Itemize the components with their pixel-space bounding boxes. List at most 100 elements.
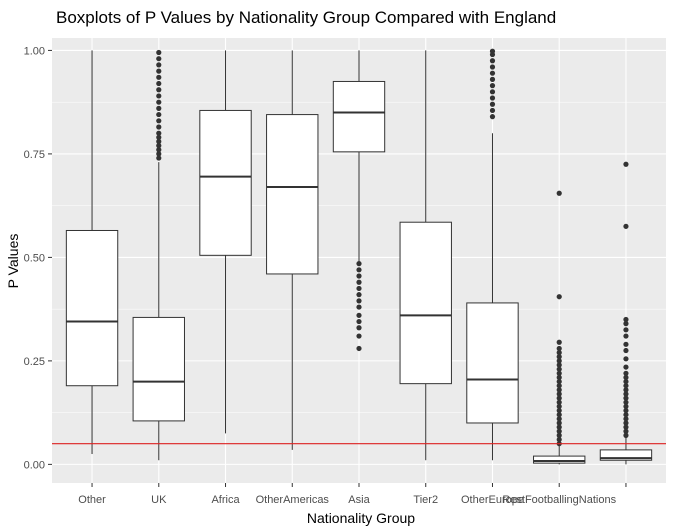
outlier-point xyxy=(556,345,562,352)
outlier-point xyxy=(623,383,629,389)
outlier-point xyxy=(556,378,562,385)
x-axis: Other UK Africa OtherAmericas Asia Tier2 Other… xyxy=(78,483,627,506)
outlier-point xyxy=(156,87,162,93)
outlier-point xyxy=(556,370,562,376)
box-iqr xyxy=(399,221,452,385)
y-tick-label: 0.75 xyxy=(24,149,45,161)
outlier-point xyxy=(556,366,562,372)
outlier-point xyxy=(556,362,562,368)
outlier-point xyxy=(156,93,162,99)
chart-title: Boxplots of P Values by Nationality Grou… xyxy=(56,8,556,27)
box-iqr xyxy=(599,449,653,461)
outlier-point xyxy=(556,403,562,410)
box-9 xyxy=(599,161,653,465)
outlier-point xyxy=(156,143,162,149)
outlier-point xyxy=(556,436,562,443)
x-tick-label: Other xyxy=(78,494,106,506)
outlier-point xyxy=(156,151,162,157)
outlier-point xyxy=(556,412,562,418)
y-tick-label: 0.00 xyxy=(24,459,45,471)
outlier-point xyxy=(356,261,362,267)
y-tick-label: 1.00 xyxy=(24,45,45,57)
outlier-point xyxy=(556,387,562,393)
box-iqr xyxy=(199,109,252,256)
x-tick-label: OtherEurope xyxy=(461,494,524,506)
box-1 xyxy=(65,50,119,455)
outlier-point xyxy=(156,74,162,80)
outlier-point xyxy=(556,350,562,356)
x-tick-label: Asia xyxy=(348,494,370,506)
outlier-point xyxy=(623,420,629,426)
x-tick-label: Africa xyxy=(211,494,240,506)
outlier-point xyxy=(556,358,562,364)
outlier-point xyxy=(156,80,162,87)
outlier-point xyxy=(556,339,562,345)
outlier-point xyxy=(623,364,629,370)
outlier-point xyxy=(356,325,362,331)
outlier-point xyxy=(556,407,562,414)
outlier-point xyxy=(623,387,629,393)
outlier-point xyxy=(156,147,162,153)
outlier-point xyxy=(156,68,162,74)
outlier-point xyxy=(156,155,162,161)
outlier-point xyxy=(556,424,562,430)
outlier-point xyxy=(489,70,496,76)
outlier-point xyxy=(623,327,629,333)
outlier-point xyxy=(156,62,162,68)
box-iqr xyxy=(466,302,519,424)
outlier-point xyxy=(356,333,362,339)
outlier-point xyxy=(623,395,629,401)
outlier-point xyxy=(623,391,629,397)
box-7 xyxy=(466,48,519,461)
outlier-point xyxy=(489,89,496,95)
box-iqr xyxy=(332,80,386,153)
outlier-point xyxy=(489,58,496,64)
outlier-point xyxy=(623,399,629,405)
outlier-point xyxy=(623,374,629,381)
outlier-point xyxy=(356,304,362,310)
outlier-point xyxy=(556,399,562,405)
box-6 xyxy=(399,50,452,461)
outlier-point xyxy=(556,391,562,397)
boxes xyxy=(65,48,653,465)
outlier-point xyxy=(356,285,362,292)
outlier-point xyxy=(489,83,496,89)
outlier-point xyxy=(556,294,562,300)
outlier-point xyxy=(489,48,496,54)
outlier-point xyxy=(623,321,629,327)
outlier-point xyxy=(156,124,162,130)
outlier-point xyxy=(556,383,562,389)
outlier-point xyxy=(156,105,162,111)
outlier-point xyxy=(623,424,629,430)
outlier-point xyxy=(489,76,496,82)
outlier-point xyxy=(623,347,629,354)
outlier-point xyxy=(356,345,362,352)
outlier-point xyxy=(489,114,496,120)
outlier-point xyxy=(623,356,629,362)
box-iqr xyxy=(65,229,119,387)
outlier-point xyxy=(623,316,629,323)
outlier-point xyxy=(156,138,162,145)
outlier-point xyxy=(623,403,629,410)
outlier-point xyxy=(556,432,562,438)
outlier-point xyxy=(556,420,562,426)
x-tick-label: RestFootballingNations xyxy=(502,494,616,506)
outlier-point xyxy=(556,190,562,196)
outlier-point xyxy=(356,312,362,318)
outlier-point xyxy=(623,407,629,414)
box-4 xyxy=(266,50,319,450)
outlier-point xyxy=(623,416,629,422)
box-iqr xyxy=(533,455,586,464)
outlier-point xyxy=(489,95,496,101)
outlier-point xyxy=(623,412,629,418)
outlier-point xyxy=(556,395,562,401)
outlier-point xyxy=(356,292,362,298)
outlier-point xyxy=(556,416,562,422)
outlier-point xyxy=(356,267,362,273)
outlier-point xyxy=(356,318,362,325)
outlier-point xyxy=(623,341,629,347)
outlier-point xyxy=(356,298,362,304)
outlier-point xyxy=(356,273,362,279)
outlier-point xyxy=(156,134,162,140)
